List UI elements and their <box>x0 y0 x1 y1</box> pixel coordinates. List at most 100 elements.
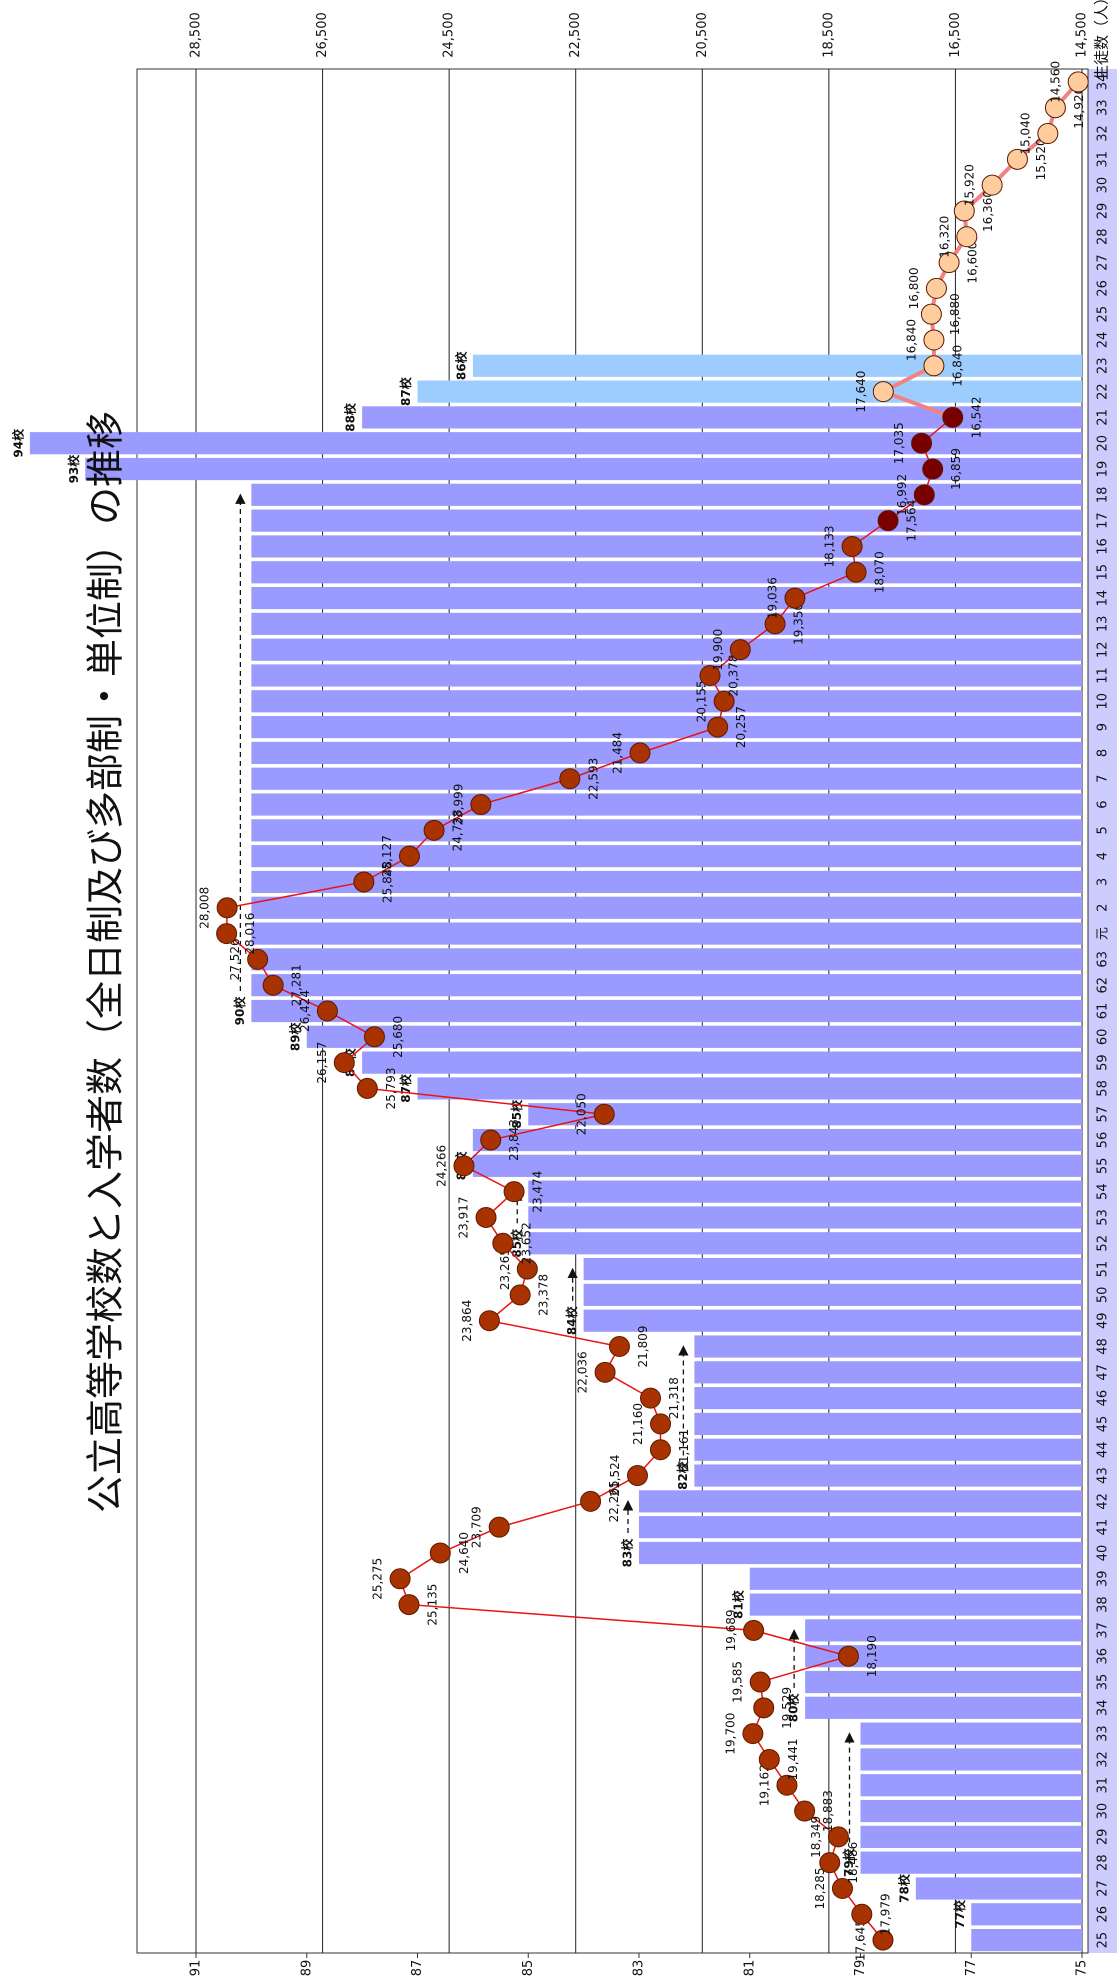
bar <box>805 1645 1082 1668</box>
bar <box>251 741 1082 765</box>
point <box>593 1103 615 1125</box>
chart-title: 公立高等学校数と入学者数（全日制及び多部制・単位制）の推移 <box>84 411 128 1513</box>
x-tick-label: 30 <box>1096 177 1111 194</box>
point <box>398 1594 420 1616</box>
x-tick-label: 43 <box>1096 1467 1111 1484</box>
x-tick-label: 13 <box>1096 616 1111 633</box>
y2-tick-label: 28,500 <box>189 12 204 58</box>
point <box>363 1026 385 1048</box>
point-label: 23,378 <box>537 1274 551 1316</box>
x-tick-label: 50 <box>1096 1287 1111 1304</box>
x-tick-label: 58 <box>1096 1080 1111 1097</box>
bar <box>639 1541 1082 1565</box>
x-tick-label: 54 <box>1096 1183 1111 1200</box>
point-label: 18,883 <box>821 1790 835 1832</box>
point <box>837 1645 859 1667</box>
bar <box>805 1670 1082 1694</box>
bar <box>251 974 1082 997</box>
y2-axis-title: 生徒数（人） <box>1093 0 1111 80</box>
point-label: 17,645 <box>853 1919 867 1961</box>
bar <box>860 1748 1082 1771</box>
bar-label: 81校 <box>730 1589 745 1619</box>
point <box>516 1258 538 1280</box>
x-tick-label: 61 <box>1096 1003 1111 1020</box>
point <box>942 406 964 428</box>
point <box>938 252 960 274</box>
bar <box>417 1077 1082 1100</box>
point <box>758 1748 780 1770</box>
category-strip <box>1088 69 1117 1953</box>
x-tick-label: 49 <box>1096 1312 1111 1329</box>
x-tick-label: 8 <box>1096 749 1111 757</box>
point <box>353 871 375 893</box>
point <box>956 226 978 248</box>
point-label: 23,265 <box>498 1248 512 1290</box>
point <box>470 794 492 816</box>
point <box>429 1542 451 1564</box>
x-tick-label: 31 <box>1096 1777 1111 1794</box>
bar <box>251 561 1082 584</box>
bar <box>694 1412 1082 1436</box>
x-tick-label: 38 <box>1096 1596 1111 1613</box>
x-tick-label: 51 <box>1096 1261 1111 1278</box>
x-tick-label: 29 <box>1096 1829 1111 1846</box>
x-tick-label: 32 <box>1096 125 1111 142</box>
point <box>216 923 238 945</box>
point <box>776 1774 798 1796</box>
point-label: 22,050 <box>575 1093 589 1135</box>
x-tick-label: 9 <box>1096 723 1111 731</box>
bar <box>694 1361 1082 1384</box>
point-label: 19,529 <box>780 1687 794 1729</box>
x-tick-label: 16 <box>1096 538 1111 555</box>
bar <box>749 1593 1082 1616</box>
point <box>608 1336 630 1358</box>
point-label: 21,809 <box>636 1326 650 1368</box>
point-label: 21,318 <box>667 1377 681 1419</box>
point <box>478 1310 500 1332</box>
y-tick-label: 75 <box>1075 1960 1090 1977</box>
x-tick-label: 60 <box>1096 1029 1111 1046</box>
point <box>580 1490 602 1512</box>
x-tick-label: 5 <box>1096 826 1111 834</box>
point <box>923 329 945 351</box>
point <box>503 1181 525 1203</box>
point <box>922 458 944 480</box>
bar <box>251 870 1082 894</box>
x-tick-label: 10 <box>1096 693 1111 710</box>
y-tick-label: 89 <box>299 1960 314 1977</box>
bar <box>251 612 1082 635</box>
bar <box>251 819 1082 842</box>
x-tick-label: 34 <box>1096 74 1111 91</box>
point <box>626 1465 648 1487</box>
point-label: 21,160 <box>631 1403 645 1445</box>
point-label: 16,859 <box>949 448 963 490</box>
bar <box>251 922 1082 945</box>
bar <box>251 664 1082 687</box>
bar <box>362 1051 1082 1074</box>
point-label: 18,285 <box>813 1867 827 1909</box>
bar <box>251 586 1082 610</box>
y-tick-label: 83 <box>632 1960 647 1977</box>
point-label: 19,350 <box>792 603 806 645</box>
point <box>492 1232 514 1254</box>
point-label: 16,880 <box>948 293 962 335</box>
bar-label: 93校 <box>66 454 81 484</box>
point-label: 21,484 <box>611 732 625 774</box>
point-label: 18,486 <box>846 1842 860 1884</box>
bar <box>472 1128 1082 1152</box>
point-label: 15,520 <box>1034 138 1048 180</box>
point-label: 16,992 <box>895 474 909 516</box>
bar <box>251 948 1082 971</box>
point <box>216 897 238 919</box>
point-label: 26,424 <box>298 990 312 1032</box>
x-tick-label: 46 <box>1096 1390 1111 1407</box>
point-label: 19,900 <box>711 629 725 671</box>
point <box>845 561 867 583</box>
bar <box>306 1025 1082 1048</box>
x-tick-label: 33 <box>1096 1725 1111 1742</box>
point-label: 24,738 <box>451 809 465 851</box>
bar <box>528 1232 1082 1255</box>
bar <box>362 406 1082 429</box>
point-label: 18,070 <box>873 551 887 593</box>
